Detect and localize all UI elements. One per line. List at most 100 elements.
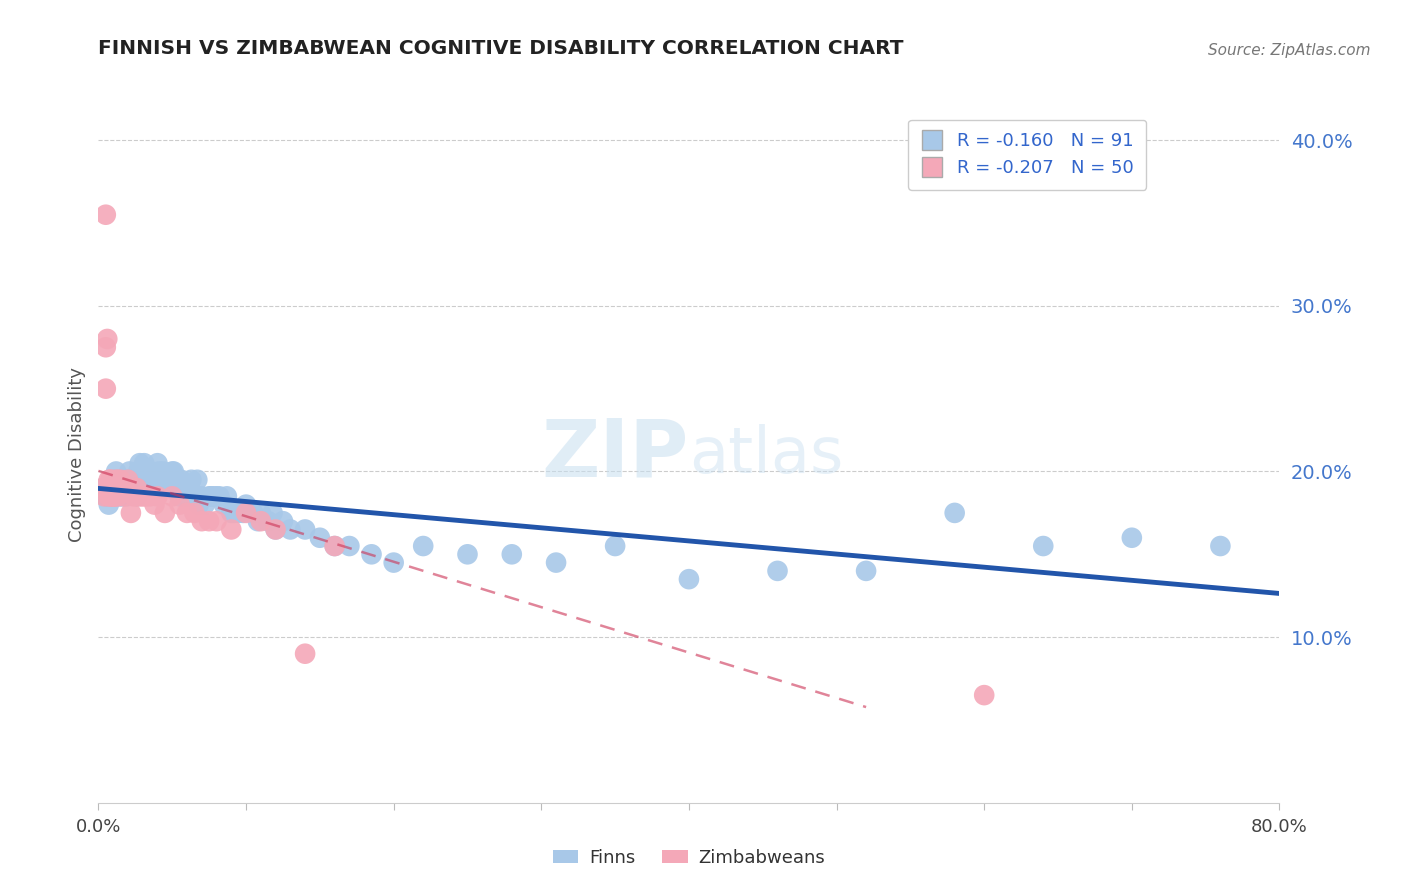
Point [112,481,135,495]
Point [183,506,205,520]
Point [103,489,125,503]
Point [766,564,789,578]
Point [163,465,186,479]
Point [100,473,122,487]
Point [122,489,145,503]
Point [98,489,121,503]
Point [97,498,120,512]
Point [112,489,135,503]
Point [246,514,269,528]
Point [678,572,700,586]
Point [107,473,129,487]
Point [97,473,120,487]
Point [323,539,346,553]
Point [98,473,121,487]
Y-axis label: Cognitive Disability: Cognitive Disability [67,368,86,542]
Point [139,473,162,487]
Point [104,489,127,503]
Point [125,489,148,503]
Point [155,473,177,487]
Point [1209,539,1232,553]
Point [107,489,129,503]
Point [93,489,115,503]
Point [146,456,169,470]
Point [124,473,146,487]
Point [173,481,195,495]
Point [219,523,242,537]
Point [103,481,125,495]
Point [132,489,155,503]
Point [264,523,287,537]
Point [309,531,332,545]
Point [215,489,238,503]
Point [117,473,139,487]
Point [134,456,156,470]
Point [157,481,180,495]
Point [257,514,280,528]
Point [170,473,193,487]
Point [94,340,117,354]
Point [115,489,138,503]
Point [212,498,235,512]
Point [855,564,877,578]
Point [294,523,316,537]
Point [117,473,139,487]
Point [111,481,134,495]
Point [219,506,242,520]
Point [235,498,257,512]
Point [97,489,120,503]
Point [127,465,149,479]
Point [412,539,434,553]
Point [294,647,316,661]
Point [104,489,127,503]
Point [91,481,114,495]
Point [120,473,142,487]
Point [232,506,254,520]
Point [135,481,157,495]
Point [118,465,141,479]
Point [100,489,122,503]
Point [176,489,198,503]
Point [143,473,166,487]
Point [382,556,405,570]
Point [278,523,302,537]
Point [96,489,118,503]
Point [94,489,117,503]
Point [339,539,360,553]
Point [148,465,170,479]
Text: Source: ZipAtlas.com: Source: ZipAtlas.com [1208,43,1371,58]
Point [103,489,125,503]
Point [153,506,176,520]
Point [205,489,228,503]
Point [1032,539,1054,553]
Point [271,514,294,528]
Point [105,473,128,487]
Point [169,498,191,512]
Point [166,473,188,487]
Point [139,489,162,503]
Point [96,332,118,346]
Point [128,456,150,470]
Point [228,506,250,520]
Point [546,556,568,570]
Point [973,688,995,702]
Point [191,489,214,503]
Point [360,547,382,561]
Point [104,473,127,487]
Point [262,506,284,520]
Point [198,514,221,528]
Point [120,506,142,520]
Text: atlas: atlas [689,424,844,486]
Point [103,481,125,495]
Point [110,473,132,487]
Point [205,514,228,528]
Point [1121,531,1143,545]
Point [132,473,155,487]
Point [169,489,191,503]
Point [114,481,136,495]
Point [162,465,183,479]
Point [179,481,201,495]
Point [111,489,134,503]
Point [943,506,966,520]
Point [235,506,257,520]
